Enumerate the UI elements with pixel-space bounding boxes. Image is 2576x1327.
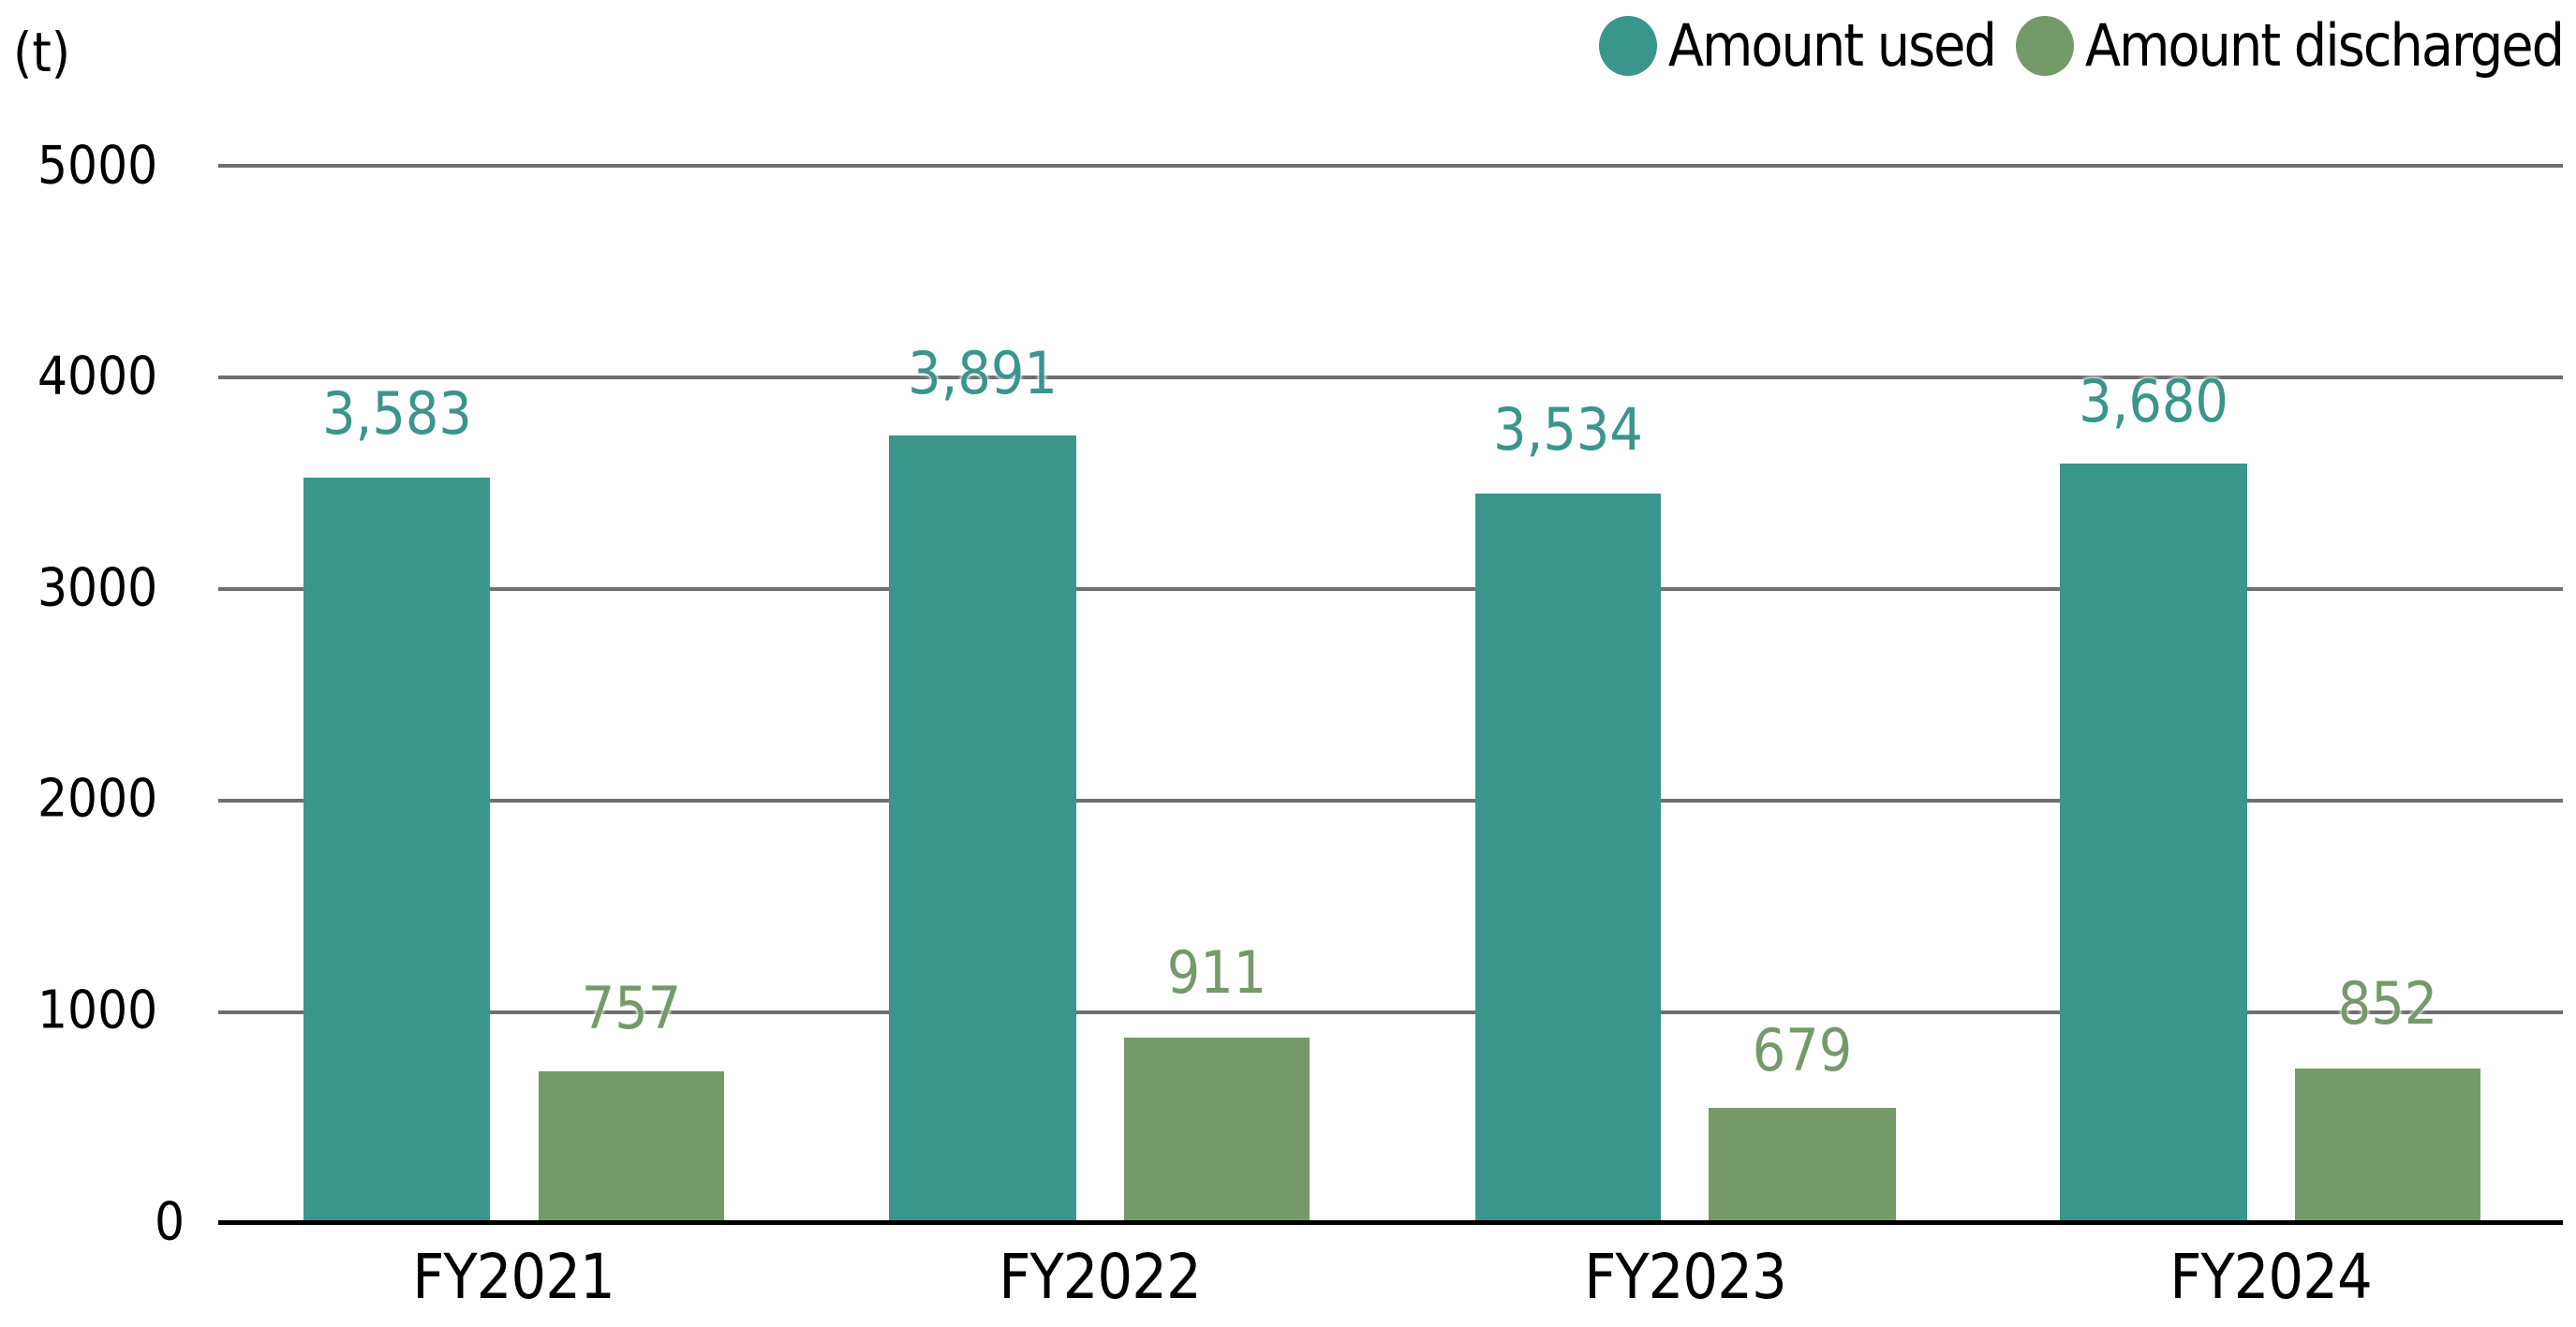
bar-discharged-fy2021 xyxy=(539,1071,724,1222)
value-label-discharged-fy2022: 911 xyxy=(1166,938,1267,1007)
gridline-4000 xyxy=(218,376,2563,379)
value-label-discharged-fy2021: 757 xyxy=(581,974,682,1042)
x-label-fy2022: FY2022 xyxy=(999,1241,1201,1313)
bar-used-fy2023 xyxy=(1475,494,1661,1222)
y-tick-4000: 4000 xyxy=(37,346,158,407)
x-label-fy2024: FY2024 xyxy=(2169,1241,2372,1313)
legend-item-used: Amount used xyxy=(1598,11,1997,80)
plot-area xyxy=(218,164,2563,1225)
y-tick-5000: 5000 xyxy=(37,135,158,197)
x-axis-baseline xyxy=(218,1220,2563,1225)
value-label-used-fy2021: 3,583 xyxy=(322,379,472,448)
legend-swatch-used-icon xyxy=(1598,15,1657,76)
y-tick-3000: 3000 xyxy=(37,557,158,619)
bar-used-fy2022 xyxy=(889,435,1076,1222)
value-label-discharged-fy2024: 852 xyxy=(2337,969,2438,1038)
y-tick-1000: 1000 xyxy=(37,980,158,1041)
legend-item-discharged: Amount discharged xyxy=(2015,11,2565,80)
gridline-2000 xyxy=(218,799,2563,803)
y-axis-unit-label: (t) xyxy=(13,21,71,84)
x-label-fy2021: FY2021 xyxy=(412,1241,614,1313)
bar-discharged-fy2022 xyxy=(1124,1038,1310,1222)
legend-label-discharged: Amount discharged xyxy=(2084,11,2565,80)
y-tick-0: 0 xyxy=(155,1191,185,1253)
bar-discharged-fy2024 xyxy=(2295,1069,2480,1222)
gridline-5000 xyxy=(218,164,2563,168)
bar-used-fy2021 xyxy=(303,478,490,1222)
bar-discharged-fy2023 xyxy=(1709,1108,1896,1222)
value-label-discharged-fy2023: 679 xyxy=(1752,1016,1853,1084)
value-label-used-fy2024: 3,680 xyxy=(2079,367,2228,435)
value-label-used-fy2022: 3,891 xyxy=(908,339,1058,407)
y-tick-2000: 2000 xyxy=(37,768,158,830)
value-label-used-fy2023: 3,534 xyxy=(1493,395,1643,464)
legend-swatch-discharged-icon xyxy=(2015,15,2074,76)
gridline-1000 xyxy=(218,1010,2563,1014)
bar-used-fy2024 xyxy=(2060,464,2247,1222)
legend-label-used: Amount used xyxy=(1667,11,1997,80)
legend: Amount used Amount discharged xyxy=(1598,11,2565,80)
gridline-3000 xyxy=(218,587,2563,591)
x-label-fy2023: FY2023 xyxy=(1584,1241,1786,1313)
